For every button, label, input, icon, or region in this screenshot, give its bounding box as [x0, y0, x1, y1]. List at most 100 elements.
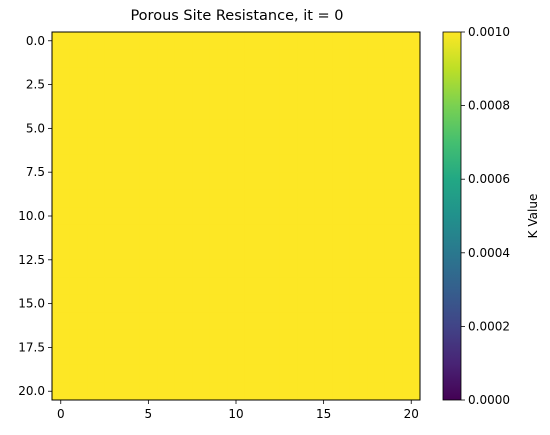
heatmap-cell [402, 347, 421, 366]
heatmap-cell [209, 67, 228, 86]
heatmap-cell [52, 364, 71, 383]
heatmap-cell [314, 154, 333, 173]
heatmap-cell [367, 102, 386, 121]
heatmap-cell [87, 294, 106, 313]
heatmap-cell [244, 277, 263, 296]
heatmap-cell [192, 84, 211, 103]
heatmap-cell [69, 364, 88, 383]
heatmap-cell [87, 84, 106, 103]
heatmap-cell [139, 119, 158, 138]
heatmap-cell [157, 347, 176, 366]
heatmap-cell [332, 84, 351, 103]
heatmap-cell [367, 67, 386, 86]
heatmap-cell [122, 119, 141, 138]
heatmap-cell [139, 242, 158, 261]
heatmap-cell [227, 207, 246, 226]
heatmap-cell [192, 119, 211, 138]
heatmap-cell [367, 242, 386, 261]
heatmap-cell [52, 312, 71, 331]
chart-title: Porous Site Resistance, it = 0 [130, 8, 343, 24]
heatmap-cell [104, 242, 123, 261]
heatmap-cell [139, 137, 158, 156]
heatmap-cell [174, 49, 193, 68]
heatmap-cell [349, 347, 368, 366]
heatmap-cell [139, 364, 158, 383]
heatmap-cell [384, 329, 403, 348]
heatmap-cell [349, 242, 368, 261]
heatmap-cell [279, 102, 298, 121]
heatmap-cell [69, 207, 88, 226]
heatmap-cell [104, 329, 123, 348]
heatmap-cell [262, 277, 281, 296]
heatmap-cell [402, 312, 421, 331]
heatmap-cell [227, 154, 246, 173]
heatmap-cell [262, 84, 281, 103]
heatmap-cell [332, 207, 351, 226]
heatmap-cell [209, 32, 228, 51]
heatmap-cell [227, 84, 246, 103]
heatmap-cell [262, 49, 281, 68]
heatmap-cell [139, 207, 158, 226]
heatmap-cell [139, 67, 158, 86]
heatmap-cell [244, 102, 263, 121]
heatmap-cell [402, 277, 421, 296]
heatmap-cell [314, 84, 333, 103]
x-tick-label: 20 [404, 407, 419, 421]
heatmap-cell [402, 207, 421, 226]
heatmap-cell [104, 207, 123, 226]
heatmap-cell [349, 172, 368, 191]
heatmap-cell [87, 347, 106, 366]
heatmap-cell [174, 382, 193, 401]
heatmap-cell [209, 364, 228, 383]
heatmap-cell [104, 32, 123, 51]
heatmap-cell [297, 102, 316, 121]
heatmap-cell [297, 329, 316, 348]
heatmap-cell [262, 154, 281, 173]
heatmap-cell [192, 312, 211, 331]
heatmap-cell [332, 102, 351, 121]
heatmap-cell [384, 49, 403, 68]
heatmap-cell [402, 189, 421, 208]
heatmap-cell [314, 102, 333, 121]
heatmap-cell [122, 207, 141, 226]
heatmap-cell [244, 382, 263, 401]
heatmap-cell [367, 49, 386, 68]
heatmap-cell [402, 119, 421, 138]
colorbar-tick-label: 0.0008 [468, 99, 510, 113]
heatmap-cell [314, 382, 333, 401]
heatmap-cell [209, 102, 228, 121]
heatmap-cell [104, 172, 123, 191]
heatmap-cell [244, 119, 263, 138]
heatmap-cell [122, 382, 141, 401]
heatmap-cell [104, 154, 123, 173]
heatmap-cell [384, 277, 403, 296]
heatmap-cell [157, 172, 176, 191]
heatmap-cell [314, 207, 333, 226]
heatmap-cell [52, 49, 71, 68]
heatmap-cell [314, 67, 333, 86]
heatmap-cell [69, 49, 88, 68]
heatmap-cell [279, 294, 298, 313]
heatmap-cell [227, 49, 246, 68]
heatmap-cell [384, 119, 403, 138]
colorbar-tick-label: 0.0004 [468, 246, 510, 260]
heatmap-cell [244, 154, 263, 173]
heatmap-cell [174, 102, 193, 121]
heatmap-cell [174, 347, 193, 366]
heatmap-cell [174, 137, 193, 156]
heatmap-cell [157, 207, 176, 226]
heatmap-cell [104, 277, 123, 296]
heatmap-cell [227, 259, 246, 278]
heatmap-cell [367, 329, 386, 348]
y-tick-label: 10.0 [18, 209, 45, 223]
heatmap-cell [332, 294, 351, 313]
heatmap-cell [69, 102, 88, 121]
heatmap-cell [122, 312, 141, 331]
y-tick-label: 7.5 [26, 165, 45, 179]
heatmap-cell [349, 137, 368, 156]
heatmap-cell [314, 119, 333, 138]
x-tick-label: 10 [228, 407, 243, 421]
heatmap-cell [332, 347, 351, 366]
heatmap-cell [52, 67, 71, 86]
heatmap-cell [122, 67, 141, 86]
